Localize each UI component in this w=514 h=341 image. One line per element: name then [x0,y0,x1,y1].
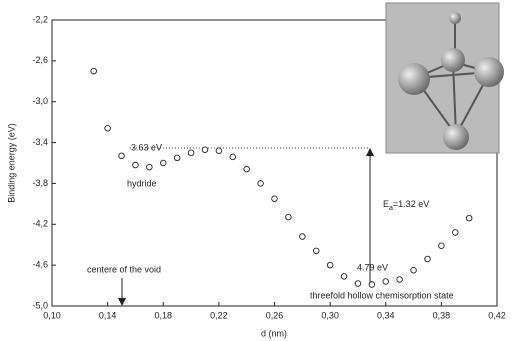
point [327,262,333,268]
point [369,282,375,288]
point [133,162,139,168]
point [202,147,208,153]
y-tick-label: -3,8 [32,178,48,188]
annotation: threefold hollow chemisorption state [310,290,454,300]
point [300,234,306,240]
y-axis-label: Binding energy (eV) [6,123,16,203]
point [286,214,292,220]
point [91,68,97,74]
annotation: 4.79 eV [357,262,388,272]
point [188,150,194,156]
point [425,256,431,262]
point [160,160,166,166]
y-tick-label: -2,6 [32,55,48,65]
point [119,153,125,159]
point [230,154,236,160]
point [174,155,180,161]
point [383,279,389,285]
point [105,125,111,131]
point [244,166,250,172]
point [147,164,153,170]
x-tick-label: 0,26 [266,310,284,320]
point [466,215,472,221]
point [452,230,458,236]
annotation: Ea=1.32 eV [383,199,429,211]
x-tick-label: 0,38 [433,310,451,320]
point [272,196,278,202]
annotation: 3.63 eV [131,142,162,152]
y-tick-label: -3,0 [32,96,48,106]
x-axis-label: d (nm) [261,328,287,338]
x-tick-label: 0,18 [154,310,172,320]
annotation: centere of the void [87,264,161,274]
inset-structure [386,3,504,153]
point [439,243,445,249]
y-tick-label: -4,6 [32,260,48,270]
chart: Binding energy (eV) d (nm) 3.63 eV hydri… [0,0,514,341]
point [313,248,319,254]
point [216,148,222,154]
x-tick-label: 0,34 [377,310,395,320]
point [411,267,417,273]
y-tick-label: -2,2 [32,14,48,24]
annotation: =1.32 eV [393,199,429,209]
point [397,277,403,283]
x-tick-label: 0,30 [321,310,339,320]
point [355,281,361,287]
y-tick-label: -4,2 [32,219,48,229]
y-tick-label: -5,0 [32,300,48,310]
annotation: hydride [127,178,157,188]
x-tick-label: 0,10 [43,310,61,320]
point [341,274,347,280]
x-tick-label: 0,42 [488,310,506,320]
point [258,181,264,187]
x-tick-label: 0,14 [99,310,117,320]
y-tick-label: -3,4 [32,137,48,147]
x-tick-label: 0,22 [210,310,228,320]
